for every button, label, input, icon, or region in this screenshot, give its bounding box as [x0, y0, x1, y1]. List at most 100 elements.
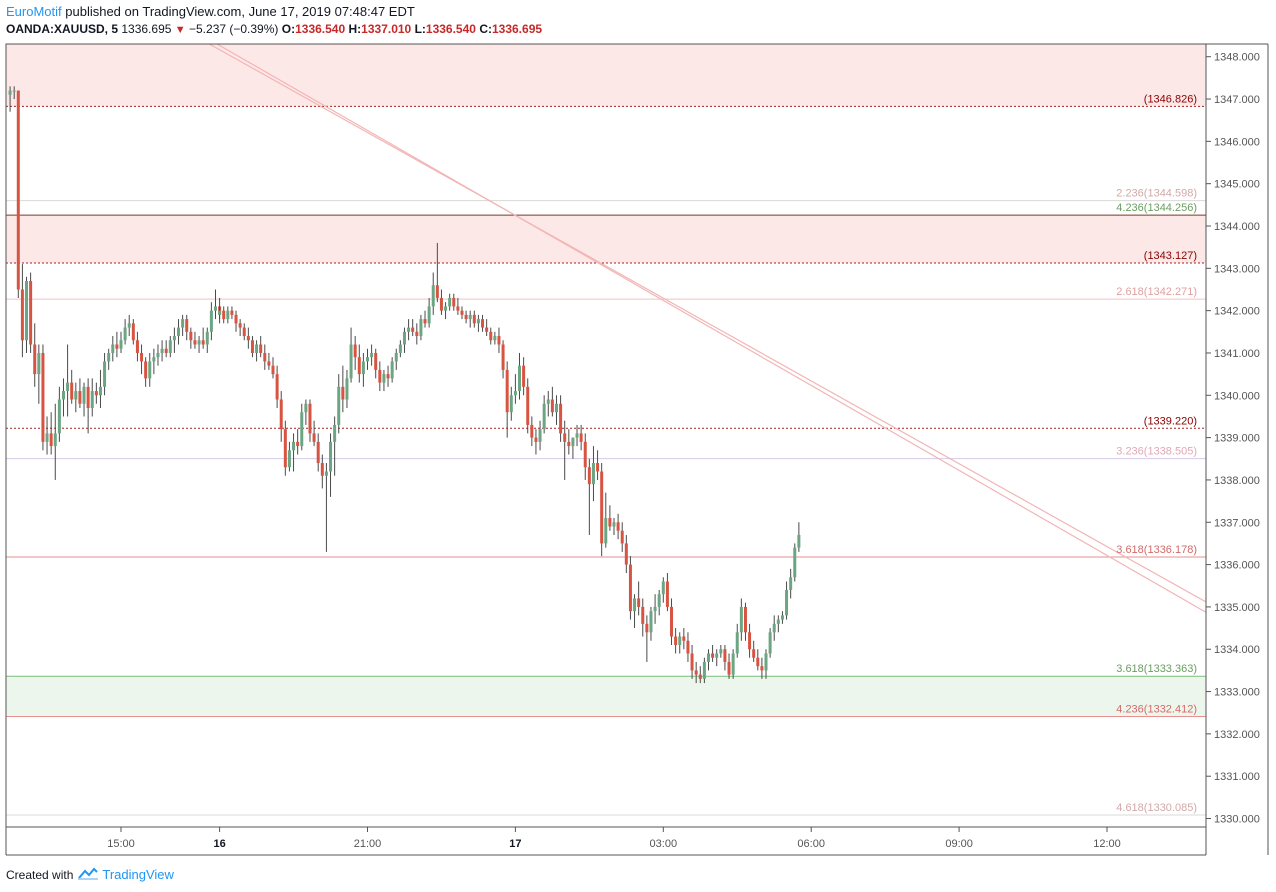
candle-body: [29, 281, 33, 345]
candle: [152, 348, 156, 375]
candle: [378, 361, 382, 392]
x-tick-label: 16: [213, 838, 225, 850]
candle-body: [300, 412, 304, 447]
y-tick-label: 1341.000: [1214, 348, 1260, 360]
candle: [37, 344, 41, 404]
candle-body: [706, 653, 710, 662]
candle-body: [608, 518, 612, 527]
y-tick-label: 1339.000: [1214, 433, 1260, 445]
candle-body: [780, 615, 784, 620]
candle-body: [164, 348, 168, 353]
candle: [633, 594, 637, 629]
candle-body: [509, 395, 513, 413]
candle-body: [772, 623, 776, 633]
candle-body: [115, 344, 119, 349]
candle: [308, 399, 312, 442]
candle: [678, 632, 682, 654]
symbol-legend: OANDA:XAUUSD, 5 1336.695 ▼ −5.237 (−0.39…: [6, 22, 542, 36]
candle: [489, 327, 493, 345]
candle: [160, 340, 164, 362]
candle: [464, 310, 468, 324]
candle-body: [600, 471, 604, 544]
candle-body: [513, 391, 517, 396]
candle-body: [505, 369, 509, 413]
candle: [94, 382, 98, 404]
candle-body: [283, 429, 287, 468]
author-link[interactable]: EuroMotif: [6, 4, 62, 19]
candle: [485, 319, 489, 337]
close-label: C:: [479, 22, 492, 36]
candle-body: [748, 632, 752, 650]
candle: [370, 344, 374, 366]
candle-body: [464, 314, 468, 320]
resistance-zone-1: [6, 215, 1206, 263]
candle: [382, 369, 386, 392]
support-zone-2: [6, 676, 1206, 717]
candle-body: [98, 386, 102, 396]
candle: [797, 522, 801, 552]
candle: [349, 327, 353, 383]
candle: [419, 314, 423, 341]
candle: [702, 657, 706, 684]
candle: [698, 666, 702, 684]
candle: [353, 336, 357, 370]
candle: [213, 289, 217, 320]
candle-body: [612, 522, 616, 527]
high-label: H:: [348, 22, 362, 36]
candle-body: [361, 361, 365, 375]
candle: [711, 645, 715, 662]
candle-body: [201, 340, 205, 345]
candle: [25, 276, 29, 353]
candle-body: [49, 433, 53, 447]
y-tick-label: 1342.000: [1214, 306, 1260, 318]
candle-body: [579, 433, 583, 442]
y-tick-label: 1331.000: [1214, 771, 1260, 783]
level-label-4: 2.618(1342.271): [1116, 286, 1197, 298]
tradingview-brand[interactable]: TradingView: [102, 867, 174, 882]
candle-body: [637, 598, 641, 607]
candle: [246, 327, 250, 349]
candle: [743, 602, 747, 641]
candle: [431, 272, 435, 315]
candle-body: [259, 344, 263, 353]
y-tick-label: 1334.000: [1214, 644, 1260, 656]
candle-body: [764, 653, 768, 671]
candle-body: [645, 623, 649, 633]
candle-body: [752, 649, 756, 658]
y-tick-label: 1343.000: [1214, 263, 1260, 275]
candle-body: [185, 319, 189, 332]
candle: [218, 306, 222, 320]
candle: [193, 331, 197, 349]
level-label-1: 2.236(1344.598): [1116, 188, 1197, 200]
publish-info: EuroMotif published on TradingView.com, …: [6, 4, 415, 19]
candle-body: [735, 632, 739, 654]
candle: [427, 297, 431, 328]
candle-body: [263, 352, 267, 362]
candle-body: [45, 433, 49, 442]
y-tick-label: 1336.000: [1214, 560, 1260, 572]
candle-body: [341, 386, 345, 400]
candle-body: [275, 374, 279, 400]
candle: [723, 645, 727, 671]
candle-body: [398, 344, 402, 353]
candle-body: [131, 323, 135, 341]
candle: [468, 310, 472, 328]
level-label-10: 4.618(1330.085): [1116, 802, 1197, 814]
footer: Created with TradingView: [6, 866, 174, 883]
symbol-name[interactable]: OANDA:XAUUSD, 5: [6, 22, 119, 36]
candle: [439, 289, 443, 315]
candle-body: [292, 441, 296, 451]
candle: [386, 365, 390, 387]
candle-body: [402, 331, 406, 345]
candle-body: [559, 403, 563, 434]
candle: [600, 463, 604, 557]
candle-body: [33, 344, 37, 375]
candle-body: [727, 661, 731, 675]
candle: [177, 319, 181, 345]
candle: [300, 403, 304, 451]
candle: [637, 581, 641, 616]
candle-body: [587, 467, 591, 485]
x-tick-label: 09:00: [945, 838, 973, 850]
candle: [242, 323, 246, 341]
